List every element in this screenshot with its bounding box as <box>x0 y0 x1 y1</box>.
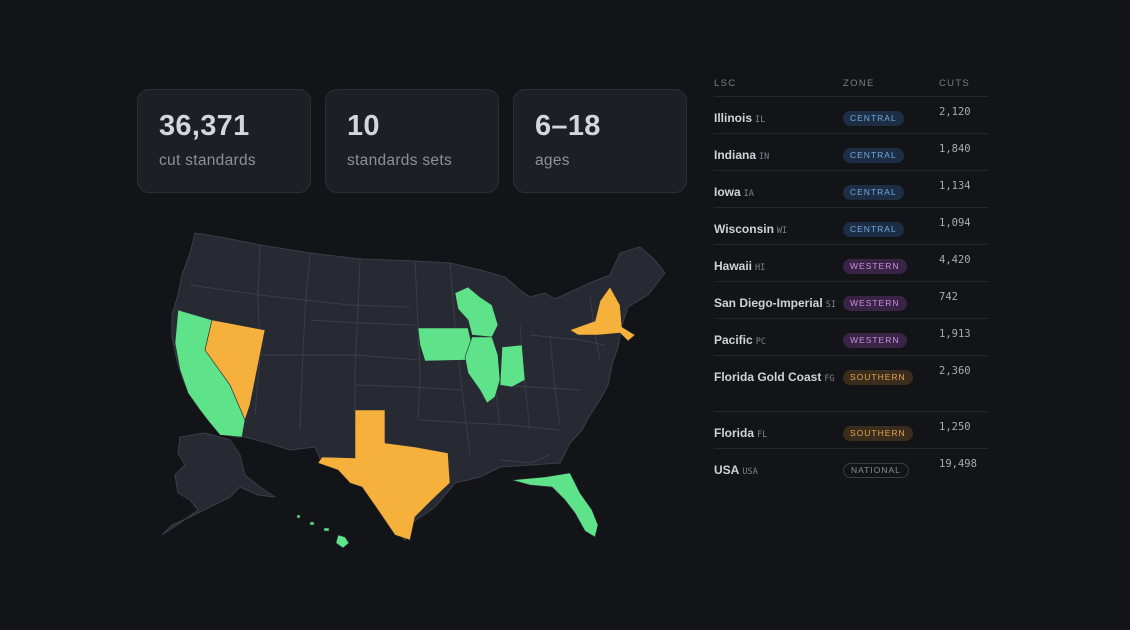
stat-value: 6–18 <box>535 110 601 142</box>
lsc-code: USA <box>742 467 758 477</box>
state-iowa <box>417 327 473 362</box>
cuts-value: 1,094 <box>939 217 971 229</box>
table-row[interactable]: Hawaii HI WESTERN 4,420 <box>714 245 988 282</box>
lsc-name: Illinois <box>714 111 753 125</box>
state-wisconsin <box>454 286 499 338</box>
zone-badge: NATIONAL <box>843 463 909 478</box>
zone-badge: CENTRAL <box>843 148 904 163</box>
zone-badge: CENTRAL <box>843 111 904 126</box>
cuts-value: 1,134 <box>939 180 971 192</box>
state-indiana <box>499 344 526 388</box>
lsc-code: FG <box>824 374 835 384</box>
table-row[interactable]: Indiana IN CENTRAL 1,840 <box>714 134 988 171</box>
lsc-name: USA <box>714 463 740 477</box>
stat-value: 10 <box>347 110 380 142</box>
stat-label: cut standards <box>159 152 256 169</box>
state-florida <box>511 472 599 538</box>
lsc-name: Hawaii <box>714 259 753 273</box>
lsc-name: Pacific <box>714 333 753 347</box>
lsc-code: PC <box>755 337 766 347</box>
zone-badge: SOUTHERN <box>843 426 913 441</box>
stat-card-cut-standards: 36,371 cut standards <box>137 89 311 193</box>
cuts-value: 2,360 <box>939 365 971 377</box>
zone-badge: WESTERN <box>843 296 907 311</box>
state-hawaii <box>296 514 350 549</box>
lsc-code: IL <box>755 115 766 125</box>
header-lsc: LSC <box>714 78 737 89</box>
state-illinois <box>464 336 501 404</box>
stat-label: standards sets <box>347 152 453 169</box>
table-header: LSC ZONE CUTS <box>714 70 988 97</box>
stats-row: 36,371 cut standards 10 standards sets 6… <box>137 89 687 193</box>
state-new-york <box>569 286 636 342</box>
state-alaska <box>161 432 276 536</box>
cuts-value: 4,420 <box>939 254 971 266</box>
lsc-name: Indiana <box>714 148 757 162</box>
lsc-code: FL <box>757 430 768 440</box>
stat-card-ages: 6–18 ages <box>513 89 687 193</box>
table-row[interactable]: Wisconsin WI CENTRAL 1,094 <box>714 208 988 245</box>
zone-badge: CENTRAL <box>843 222 904 237</box>
table-row[interactable]: Pacific PC WESTERN 1,913 <box>714 319 988 356</box>
lsc-name: San Diego-Imperial <box>714 296 823 310</box>
cuts-value: 1,250 <box>939 421 971 433</box>
lsc-code: SI <box>825 300 836 310</box>
lsc-name: Wisconsin <box>714 222 774 236</box>
lsc-code: IA <box>743 189 754 199</box>
zone-badge: WESTERN <box>843 333 907 348</box>
cuts-value: 19,498 <box>939 458 977 470</box>
lsc-name: Iowa <box>714 185 741 199</box>
table-row[interactable]: Iowa IA CENTRAL 1,134 <box>714 171 988 208</box>
lsc-name: Florida <box>714 426 755 440</box>
table-row[interactable]: Florida Gold Coast FG SOUTHERN 2,360 <box>714 356 988 412</box>
us-map <box>161 232 666 549</box>
zone-badge: WESTERN <box>843 259 907 274</box>
table-row[interactable]: USA USA NATIONAL 19,498 <box>714 449 988 485</box>
cuts-value: 1,913 <box>939 328 971 340</box>
table-row[interactable]: San Diego-Imperial SI WESTERN 742 <box>714 282 988 319</box>
lsc-code: HI <box>755 263 766 273</box>
zone-badge: SOUTHERN <box>843 370 913 385</box>
cuts-value: 1,840 <box>939 143 971 155</box>
lsc-table: LSC ZONE CUTS Illinois IL CENTRAL 2,120 I… <box>714 70 988 485</box>
table-row[interactable]: Florida FL SOUTHERN 1,250 <box>714 412 988 449</box>
header-zone: ZONE <box>843 78 875 89</box>
zone-badge: CENTRAL <box>843 185 904 200</box>
lsc-name: Florida Gold Coast <box>714 370 822 384</box>
state-texas <box>317 409 451 541</box>
lsc-code: WI <box>776 226 788 236</box>
cuts-value: 2,120 <box>939 106 971 118</box>
table-row[interactable]: Illinois IL CENTRAL 2,120 <box>714 97 988 134</box>
lsc-code: IN <box>759 152 770 162</box>
stat-value: 36,371 <box>159 110 250 142</box>
stat-label: ages <box>535 152 570 169</box>
stat-card-standards-sets: 10 standards sets <box>325 89 499 193</box>
cuts-value: 742 <box>939 291 958 303</box>
header-cuts: CUTS <box>939 78 971 89</box>
state-nevada <box>204 319 266 421</box>
